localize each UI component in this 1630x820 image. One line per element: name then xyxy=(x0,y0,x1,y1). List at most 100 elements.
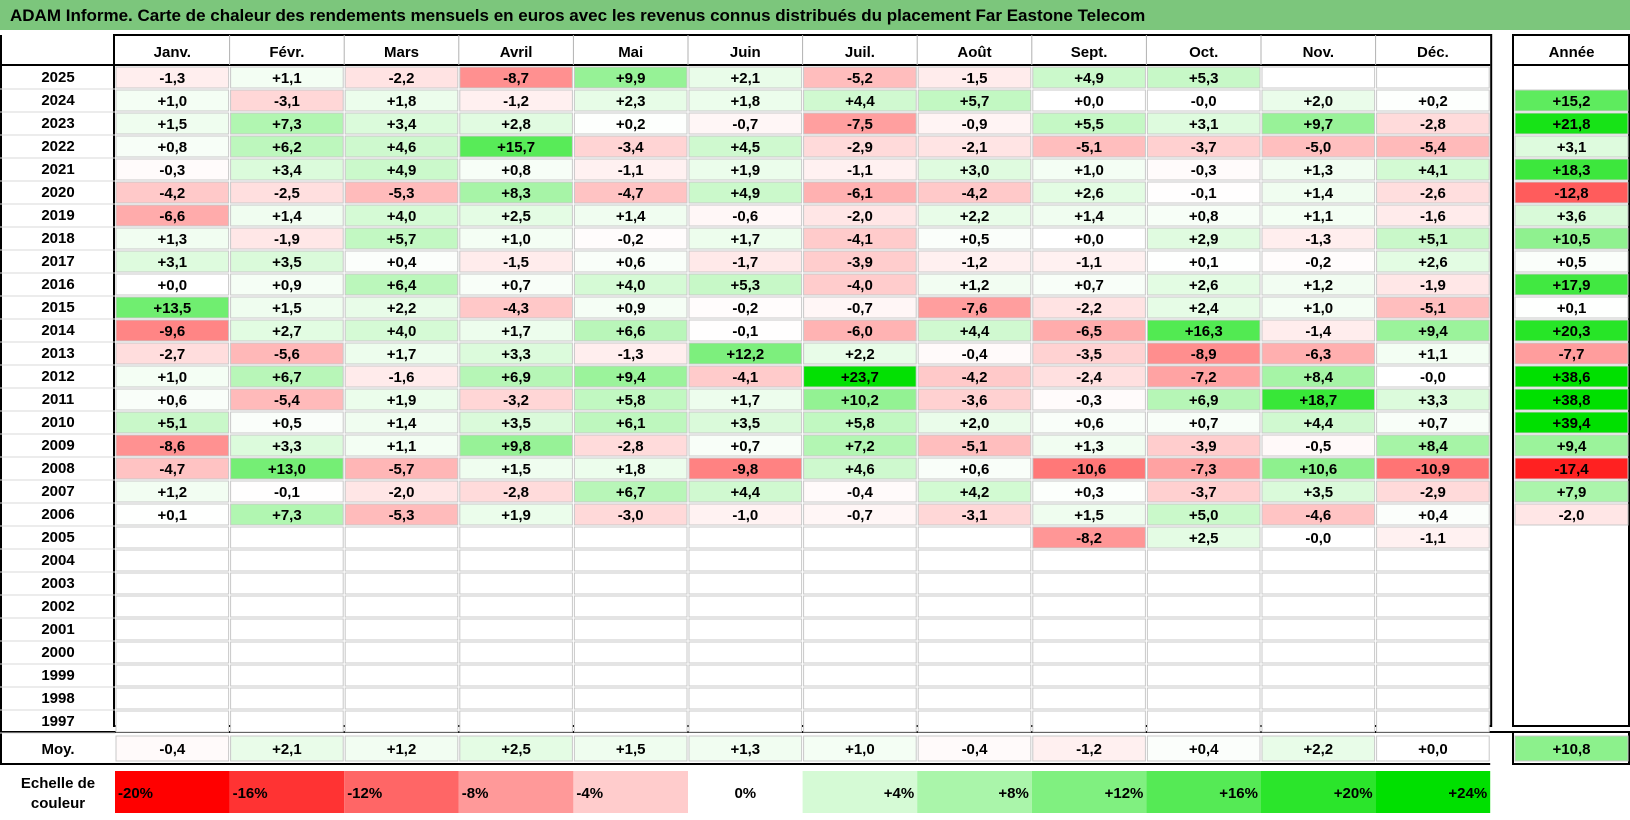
cell xyxy=(1261,388,1376,411)
cell xyxy=(115,434,230,457)
cell xyxy=(115,549,230,572)
cell xyxy=(115,204,230,227)
cell-value: +8,3 xyxy=(501,185,531,202)
cell xyxy=(803,595,917,618)
cell-value: +4,0 xyxy=(387,323,417,340)
cell xyxy=(230,526,344,549)
annual-cell-value: -2,0 xyxy=(1559,507,1585,524)
cell-value: +3,3 xyxy=(272,438,302,455)
cell xyxy=(1146,250,1261,273)
annual-average-value: +10,8 xyxy=(1553,741,1591,758)
cell-value: -1,1 xyxy=(1420,530,1446,547)
cell xyxy=(230,66,344,89)
cell xyxy=(917,250,1032,273)
average-cell-value: -1,2 xyxy=(1076,741,1102,758)
scale-label: 0% xyxy=(734,785,756,802)
annual-cell-value: +9,4 xyxy=(1557,438,1587,455)
cell-value: -0,4 xyxy=(962,346,989,363)
cell-value: -2,0 xyxy=(847,208,873,225)
cell xyxy=(573,135,688,158)
cell-value: +9,4 xyxy=(616,369,646,386)
cell-value: +7,3 xyxy=(272,507,302,524)
month-header-2: Févr. xyxy=(269,44,304,61)
cell xyxy=(459,388,573,411)
cell-value: -1,1 xyxy=(1076,254,1102,271)
cell-value: +5,3 xyxy=(1189,70,1219,87)
cell xyxy=(1261,457,1376,480)
annual-cell-value: +15,2 xyxy=(1553,93,1591,110)
cell xyxy=(1032,89,1146,112)
cell xyxy=(115,342,230,365)
cell-value: -2,6 xyxy=(1420,185,1446,202)
cell-value: +0,9 xyxy=(616,300,646,317)
cell-value: +16,3 xyxy=(1185,323,1223,340)
cell xyxy=(917,572,1032,595)
year-label-1998: 1998 xyxy=(41,690,74,707)
cell xyxy=(344,273,459,296)
cell xyxy=(1032,181,1146,204)
cell xyxy=(230,618,344,641)
cell xyxy=(917,135,1032,158)
cell xyxy=(1261,595,1376,618)
cell xyxy=(573,319,688,342)
cell xyxy=(1032,250,1146,273)
cell xyxy=(344,158,459,181)
cell-value: +4,2 xyxy=(960,484,990,501)
cell-value: +2,7 xyxy=(272,323,302,340)
cell xyxy=(917,434,1032,457)
cell-value: +4,1 xyxy=(1418,162,1448,179)
cell-value: +2,6 xyxy=(1074,185,1104,202)
cell xyxy=(1032,411,1146,434)
scale-label: -8% xyxy=(462,785,489,802)
cell-value: +9,4 xyxy=(1418,323,1448,340)
cell-value: +3,5 xyxy=(730,415,760,432)
cell-value: +1,7 xyxy=(387,346,417,363)
cell xyxy=(459,66,573,89)
cell xyxy=(1146,135,1261,158)
cell xyxy=(917,204,1032,227)
cell-value: -0,2 xyxy=(1305,254,1331,271)
year-label-2006: 2006 xyxy=(41,506,74,523)
cell xyxy=(115,89,230,112)
cell xyxy=(1032,503,1146,526)
cell xyxy=(230,135,344,158)
cell xyxy=(1146,66,1261,89)
cell xyxy=(1261,158,1376,181)
cell xyxy=(688,434,803,457)
cell xyxy=(115,388,230,411)
cell xyxy=(344,112,459,135)
cell-value: +0,0 xyxy=(1074,93,1104,110)
cell xyxy=(1032,618,1146,641)
cell xyxy=(1146,710,1261,733)
annual-cell xyxy=(1514,457,1629,480)
cell-value: +10,2 xyxy=(841,392,879,409)
cell-value: +5,1 xyxy=(157,415,187,432)
cell xyxy=(803,135,917,158)
cell-value: -5,0 xyxy=(1305,139,1331,156)
cell-value: +1,5 xyxy=(501,461,531,478)
cell-value: +6,4 xyxy=(387,277,417,294)
month-header-8: Août xyxy=(957,44,991,61)
cell-value: +0,4 xyxy=(387,254,417,271)
cell xyxy=(459,158,573,181)
cell xyxy=(1032,641,1146,664)
cell xyxy=(1146,595,1261,618)
month-header-3: Mars xyxy=(384,44,419,61)
cell xyxy=(230,204,344,227)
cell xyxy=(573,365,688,388)
cell xyxy=(1146,572,1261,595)
cell-value: +6,1 xyxy=(616,415,646,432)
cell-value: -6,6 xyxy=(159,208,185,225)
cell-value: +13,0 xyxy=(268,461,306,478)
cell-value: +2,3 xyxy=(616,93,646,110)
cell xyxy=(459,319,573,342)
cell-value: -8,6 xyxy=(159,438,185,455)
cell xyxy=(344,342,459,365)
cell-value: -4,2 xyxy=(962,185,988,202)
cell xyxy=(688,181,803,204)
cell xyxy=(1146,227,1261,250)
annual-cell xyxy=(1514,135,1629,158)
cell-value: +7,3 xyxy=(272,116,302,133)
cell xyxy=(344,687,459,710)
